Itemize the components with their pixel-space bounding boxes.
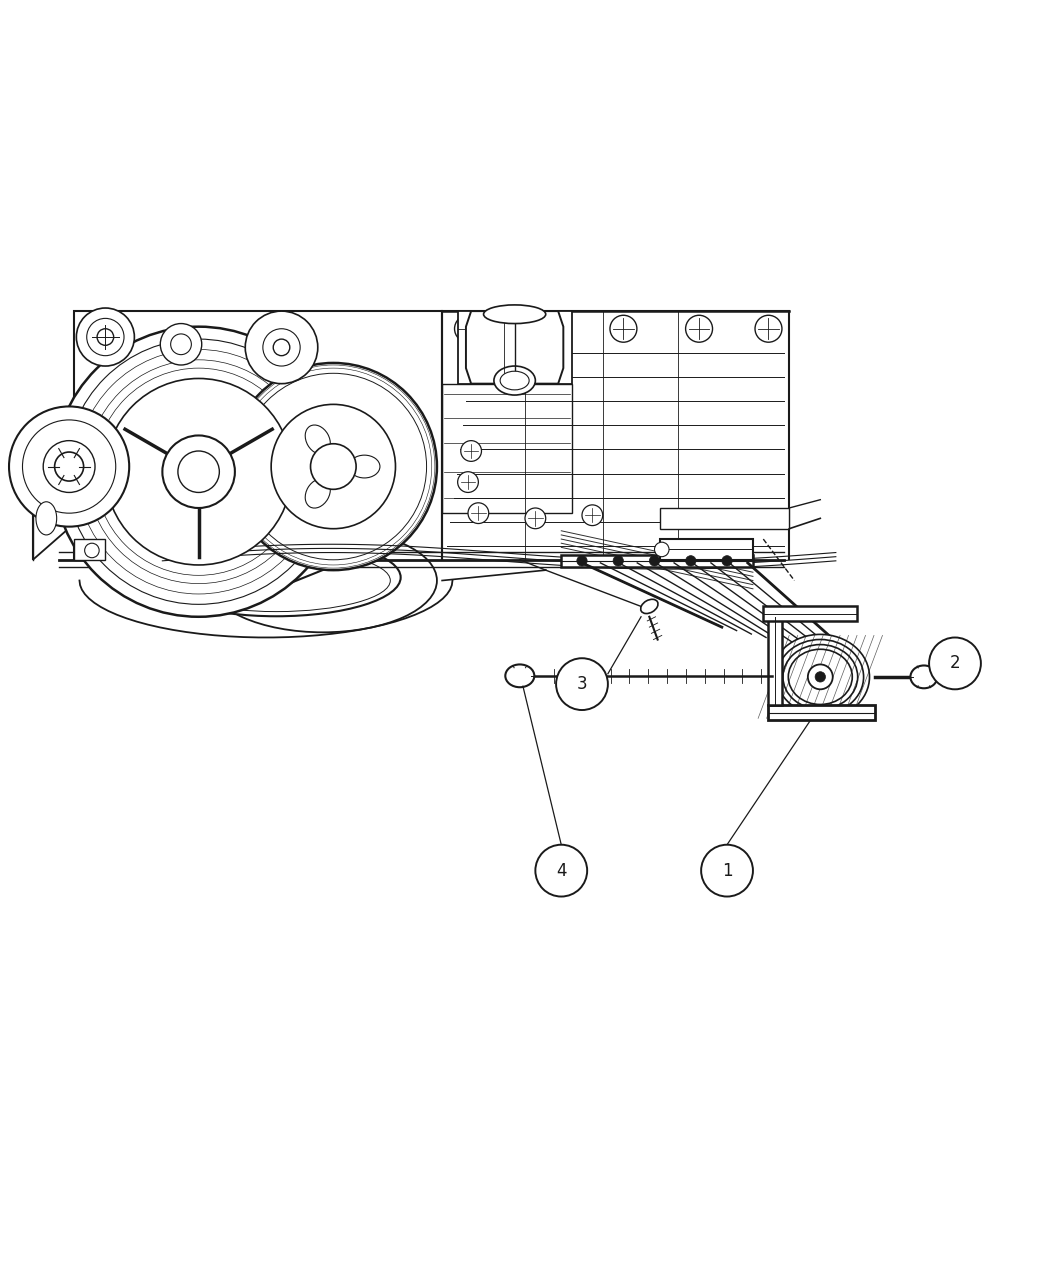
Circle shape (686, 315, 713, 342)
Circle shape (163, 436, 235, 507)
Circle shape (929, 638, 981, 690)
Ellipse shape (152, 538, 401, 616)
Polygon shape (33, 414, 75, 560)
Circle shape (87, 319, 124, 356)
Circle shape (532, 315, 560, 342)
Polygon shape (659, 507, 790, 529)
Ellipse shape (500, 371, 529, 390)
Circle shape (701, 845, 753, 896)
Circle shape (576, 556, 587, 566)
Circle shape (468, 502, 488, 524)
Polygon shape (763, 607, 857, 621)
Ellipse shape (789, 649, 853, 705)
Circle shape (55, 453, 84, 481)
Polygon shape (769, 617, 782, 705)
Ellipse shape (771, 635, 869, 719)
Circle shape (536, 845, 587, 896)
Circle shape (525, 507, 546, 529)
Ellipse shape (36, 502, 57, 536)
Circle shape (455, 315, 482, 342)
Circle shape (815, 672, 825, 682)
Ellipse shape (209, 529, 437, 632)
Circle shape (77, 309, 134, 366)
Circle shape (271, 404, 396, 529)
Polygon shape (659, 539, 753, 560)
Circle shape (105, 379, 292, 565)
Circle shape (654, 542, 669, 557)
Ellipse shape (640, 599, 658, 613)
Ellipse shape (505, 664, 534, 687)
Polygon shape (458, 311, 571, 384)
Circle shape (177, 451, 219, 492)
Circle shape (66, 339, 331, 604)
Text: 3: 3 (576, 676, 587, 694)
Circle shape (582, 505, 603, 525)
Polygon shape (769, 705, 876, 720)
Ellipse shape (777, 640, 863, 714)
Circle shape (43, 441, 94, 492)
Circle shape (613, 556, 624, 566)
Ellipse shape (783, 645, 858, 709)
Circle shape (461, 441, 482, 462)
Ellipse shape (306, 479, 331, 507)
Polygon shape (75, 539, 105, 560)
Circle shape (273, 339, 290, 356)
Text: 1: 1 (721, 862, 732, 880)
Circle shape (171, 334, 191, 354)
Circle shape (54, 326, 343, 617)
Polygon shape (466, 311, 564, 384)
Circle shape (9, 407, 129, 527)
Ellipse shape (494, 366, 536, 395)
Ellipse shape (910, 666, 938, 689)
Circle shape (311, 444, 356, 490)
Circle shape (807, 664, 833, 690)
Circle shape (85, 543, 99, 557)
Circle shape (230, 363, 437, 570)
Circle shape (649, 556, 659, 566)
Circle shape (686, 556, 696, 566)
Circle shape (721, 556, 732, 566)
Circle shape (97, 329, 113, 346)
Circle shape (240, 374, 426, 560)
Circle shape (556, 658, 608, 710)
Circle shape (246, 311, 318, 384)
Ellipse shape (349, 455, 380, 478)
Text: 2: 2 (949, 654, 961, 672)
Circle shape (610, 315, 637, 342)
Text: 4: 4 (556, 862, 567, 880)
Circle shape (458, 472, 479, 492)
Polygon shape (562, 555, 753, 567)
Circle shape (22, 419, 115, 513)
Circle shape (161, 324, 202, 365)
Circle shape (755, 315, 782, 342)
Circle shape (262, 329, 300, 366)
Ellipse shape (306, 425, 331, 454)
Polygon shape (582, 562, 860, 658)
Ellipse shape (484, 305, 546, 324)
